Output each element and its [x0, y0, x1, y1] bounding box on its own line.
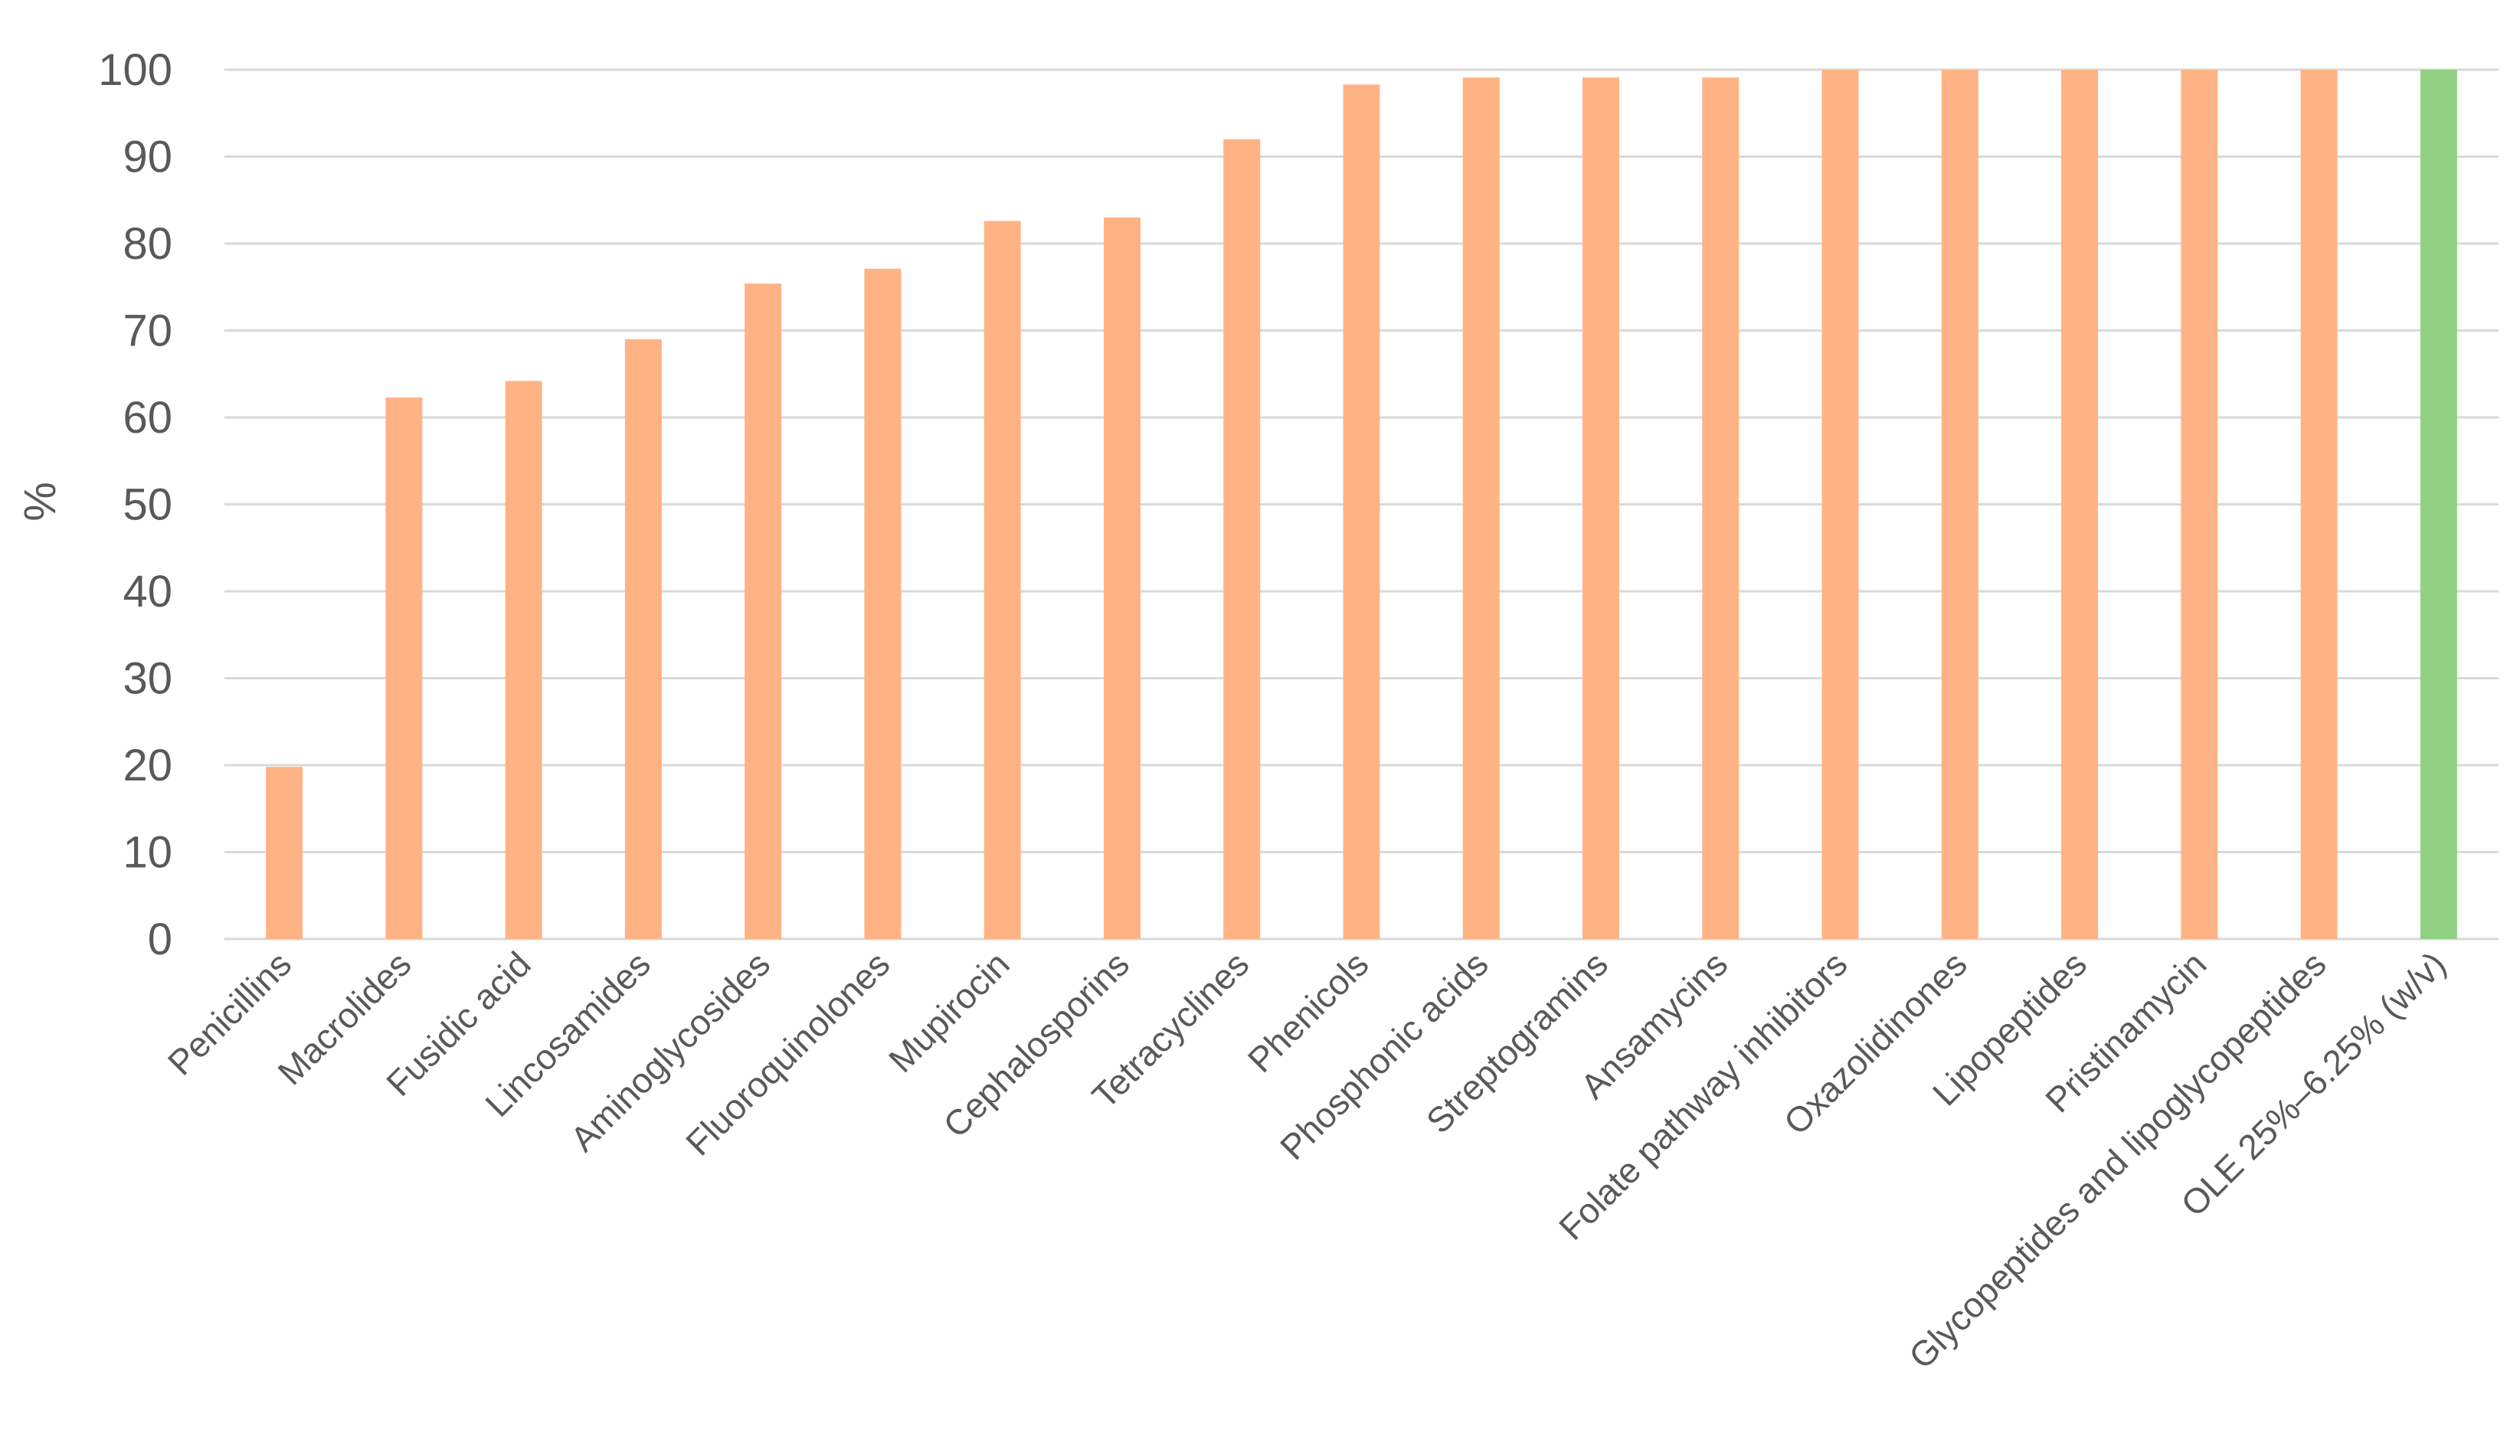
y-tick-label: 10	[123, 828, 172, 878]
y-tick-label: 30	[123, 654, 172, 704]
bars	[266, 70, 2457, 940]
x-category-label: Glycopeptides and lipoglycopeptides	[1901, 944, 2334, 1376]
bar	[2300, 70, 2338, 939]
y-tick-label: 70	[123, 306, 172, 356]
bar	[1223, 139, 1261, 939]
bar	[1702, 77, 1739, 940]
bar	[1462, 77, 1500, 940]
bar	[2420, 70, 2457, 939]
y-tick-label: 90	[123, 133, 172, 182]
x-category-label: Phosphonic acids	[1272, 944, 1496, 1167]
x-category-label: Fluoroquinolones	[678, 944, 897, 1163]
bar	[2181, 70, 2218, 939]
bar	[1343, 84, 1380, 939]
bar	[745, 283, 782, 940]
bar	[266, 767, 303, 939]
bar	[1103, 217, 1141, 939]
bar	[624, 339, 662, 940]
y-tick-label: 80	[123, 219, 172, 269]
y-tick-label: 40	[123, 567, 172, 617]
bar	[1941, 70, 1978, 939]
y-tick-label: 50	[123, 480, 172, 530]
bar	[385, 397, 423, 939]
bar	[2061, 70, 2099, 939]
bar	[505, 381, 542, 940]
bar	[1582, 77, 1620, 940]
y-tick-label: 100	[98, 45, 172, 95]
bar	[983, 221, 1021, 939]
bar	[1821, 70, 1859, 939]
y-axis-tick-labels: 0 10 20 30 40 50 60 70 80 90 100	[98, 45, 172, 964]
x-category-label: Aminoglycosides	[562, 944, 777, 1159]
y-tick-label: 0	[148, 914, 172, 964]
y-axis-title: %	[15, 482, 65, 522]
y-tick-label: 20	[123, 741, 172, 790]
bar	[864, 268, 902, 939]
y-tick-label: 60	[123, 393, 172, 443]
